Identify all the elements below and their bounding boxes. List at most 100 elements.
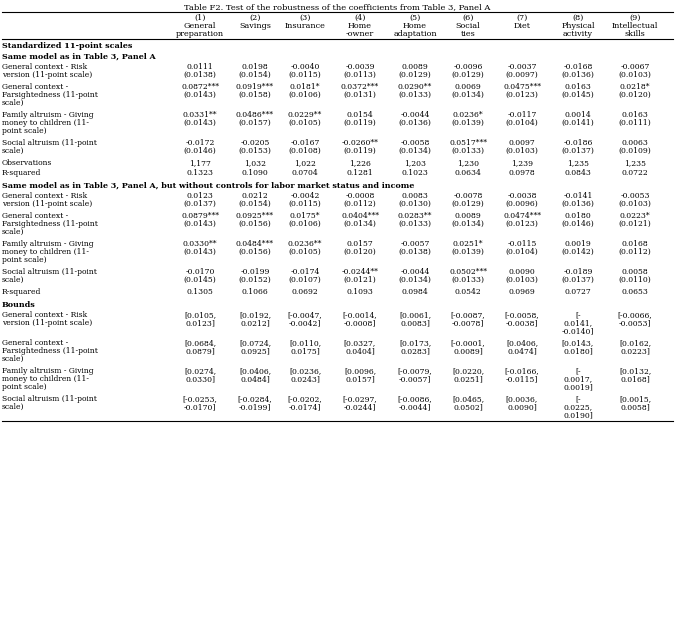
Text: activity: activity bbox=[563, 30, 593, 38]
Text: [0.0110,: [0.0110, bbox=[289, 339, 321, 347]
Text: (0.0143): (0.0143) bbox=[184, 91, 217, 99]
Text: (0.0139): (0.0139) bbox=[452, 119, 485, 127]
Text: [-0.0001,: [-0.0001, bbox=[451, 339, 485, 347]
Text: (0.0112): (0.0112) bbox=[344, 200, 377, 208]
Text: 0.0727: 0.0727 bbox=[564, 288, 591, 296]
Text: (0.0121): (0.0121) bbox=[344, 276, 377, 284]
Text: -0.0140]: -0.0140] bbox=[562, 327, 594, 335]
Text: (0.0138): (0.0138) bbox=[398, 248, 431, 256]
Text: [-0.0047,: [-0.0047, bbox=[288, 311, 323, 319]
Text: (0.0104): (0.0104) bbox=[506, 248, 539, 256]
Text: -0.0040: -0.0040 bbox=[290, 63, 320, 71]
Text: 0.0475***: 0.0475*** bbox=[503, 83, 541, 91]
Text: -0.0044: -0.0044 bbox=[400, 111, 430, 119]
Text: money to children (11-: money to children (11- bbox=[2, 375, 89, 383]
Text: Home: Home bbox=[348, 22, 372, 30]
Text: [0.0684,: [0.0684, bbox=[184, 339, 216, 347]
Text: Social altruism (11-point: Social altruism (11-point bbox=[2, 395, 97, 403]
Text: 0.0634: 0.0634 bbox=[454, 169, 481, 177]
Text: Family altruism - Giving: Family altruism - Giving bbox=[2, 111, 94, 119]
Text: [0.0173,: [0.0173, bbox=[399, 339, 431, 347]
Text: 1,235: 1,235 bbox=[624, 159, 646, 167]
Text: 0.1281: 0.1281 bbox=[347, 169, 373, 177]
Text: -0.0053]: -0.0053] bbox=[619, 319, 651, 327]
Text: 0.0163: 0.0163 bbox=[564, 83, 591, 91]
Text: 0.0212: 0.0212 bbox=[242, 192, 269, 200]
Text: 0.0925]: 0.0925] bbox=[240, 347, 270, 355]
Text: 1,226: 1,226 bbox=[349, 159, 371, 167]
Text: (0.0104): (0.0104) bbox=[506, 119, 539, 127]
Text: version (11-point scale): version (11-point scale) bbox=[2, 200, 92, 208]
Text: 0.0542: 0.0542 bbox=[455, 288, 481, 296]
Text: 0.1305: 0.1305 bbox=[186, 288, 213, 296]
Text: -0.0078]: -0.0078] bbox=[452, 319, 484, 327]
Text: 0.0236**: 0.0236** bbox=[288, 240, 322, 248]
Text: version (11-point scale): version (11-point scale) bbox=[2, 319, 92, 327]
Text: (0.0134): (0.0134) bbox=[398, 276, 431, 284]
Text: (0.0103): (0.0103) bbox=[618, 71, 651, 79]
Text: (0.0145): (0.0145) bbox=[184, 276, 217, 284]
Text: 0.0502]: 0.0502] bbox=[453, 403, 483, 411]
Text: (0.0138): (0.0138) bbox=[184, 71, 217, 79]
Text: 0.0653: 0.0653 bbox=[622, 288, 649, 296]
Text: -0.0058: -0.0058 bbox=[400, 139, 430, 147]
Text: (0.0154): (0.0154) bbox=[239, 200, 271, 208]
Text: General context - Risk: General context - Risk bbox=[2, 311, 87, 319]
Text: Bounds: Bounds bbox=[2, 301, 36, 309]
Text: -0.0174: -0.0174 bbox=[290, 268, 320, 276]
Text: (0.0097): (0.0097) bbox=[506, 71, 539, 79]
Text: (0.0137): (0.0137) bbox=[184, 200, 217, 208]
Text: 0.0017,: 0.0017, bbox=[564, 375, 593, 383]
Text: (9): (9) bbox=[629, 14, 641, 22]
Text: [0.0015,: [0.0015, bbox=[619, 395, 651, 403]
Text: [0.0220,: [0.0220, bbox=[452, 367, 484, 375]
Text: General context -: General context - bbox=[2, 212, 68, 220]
Text: -0.0008]: -0.0008] bbox=[344, 319, 376, 327]
Text: 0.0404]: 0.0404] bbox=[345, 347, 375, 355]
Text: 0.0243]: 0.0243] bbox=[290, 375, 320, 383]
Text: (0.0139): (0.0139) bbox=[452, 248, 485, 256]
Text: 0.0984: 0.0984 bbox=[402, 288, 429, 296]
Text: -0.0189: -0.0189 bbox=[564, 268, 593, 276]
Text: 0.0223*: 0.0223* bbox=[620, 212, 650, 220]
Text: 0.0063: 0.0063 bbox=[622, 139, 649, 147]
Text: [0.0327,: [0.0327, bbox=[344, 339, 376, 347]
Text: 1,203: 1,203 bbox=[404, 159, 426, 167]
Text: (0.0129): (0.0129) bbox=[452, 200, 485, 208]
Text: 0.0722: 0.0722 bbox=[622, 169, 649, 177]
Text: 0.0486***: 0.0486*** bbox=[236, 111, 274, 119]
Text: -0.0141: -0.0141 bbox=[564, 192, 593, 200]
Text: -0.0057]: -0.0057] bbox=[399, 375, 431, 383]
Text: 0.1093: 0.1093 bbox=[346, 288, 373, 296]
Text: [-: [- bbox=[575, 395, 580, 403]
Text: scale): scale) bbox=[2, 355, 24, 363]
Text: Intellectual: Intellectual bbox=[612, 22, 658, 30]
Text: 0.0692: 0.0692 bbox=[292, 288, 319, 296]
Text: 0.0474***: 0.0474*** bbox=[503, 212, 541, 220]
Text: 0.0372***: 0.0372*** bbox=[341, 83, 379, 91]
Text: Standardized 11-point scales: Standardized 11-point scales bbox=[2, 42, 132, 50]
Text: -0.0167: -0.0167 bbox=[290, 139, 320, 147]
Text: 0.0879]: 0.0879] bbox=[185, 347, 215, 355]
Text: 1,230: 1,230 bbox=[457, 159, 479, 167]
Text: (2): (2) bbox=[249, 14, 261, 22]
Text: -0.0115]: -0.0115] bbox=[506, 375, 538, 383]
Text: [-0.0014,: [-0.0014, bbox=[343, 311, 377, 319]
Text: -0.0199: -0.0199 bbox=[240, 268, 270, 276]
Text: (0.0103): (0.0103) bbox=[618, 200, 651, 208]
Text: -0.0042: -0.0042 bbox=[290, 192, 320, 200]
Text: -0.0008: -0.0008 bbox=[346, 192, 375, 200]
Text: [-0.0166,: [-0.0166, bbox=[505, 367, 539, 375]
Text: 0.0089: 0.0089 bbox=[402, 63, 429, 71]
Text: Insurance: Insurance bbox=[285, 22, 325, 30]
Text: (5): (5) bbox=[409, 14, 421, 22]
Text: 0.0141,: 0.0141, bbox=[564, 319, 593, 327]
Text: [0.0061,: [0.0061, bbox=[399, 311, 431, 319]
Text: Social altruism (11-point: Social altruism (11-point bbox=[2, 268, 97, 276]
Text: -0.0117: -0.0117 bbox=[508, 111, 537, 119]
Text: Farsightedness (11-point: Farsightedness (11-point bbox=[2, 91, 98, 99]
Text: 0.0014: 0.0014 bbox=[564, 111, 591, 119]
Text: [-0.0079,: [-0.0079, bbox=[398, 367, 433, 375]
Text: (0.0119): (0.0119) bbox=[344, 147, 377, 155]
Text: 0.0181*: 0.0181* bbox=[290, 83, 320, 91]
